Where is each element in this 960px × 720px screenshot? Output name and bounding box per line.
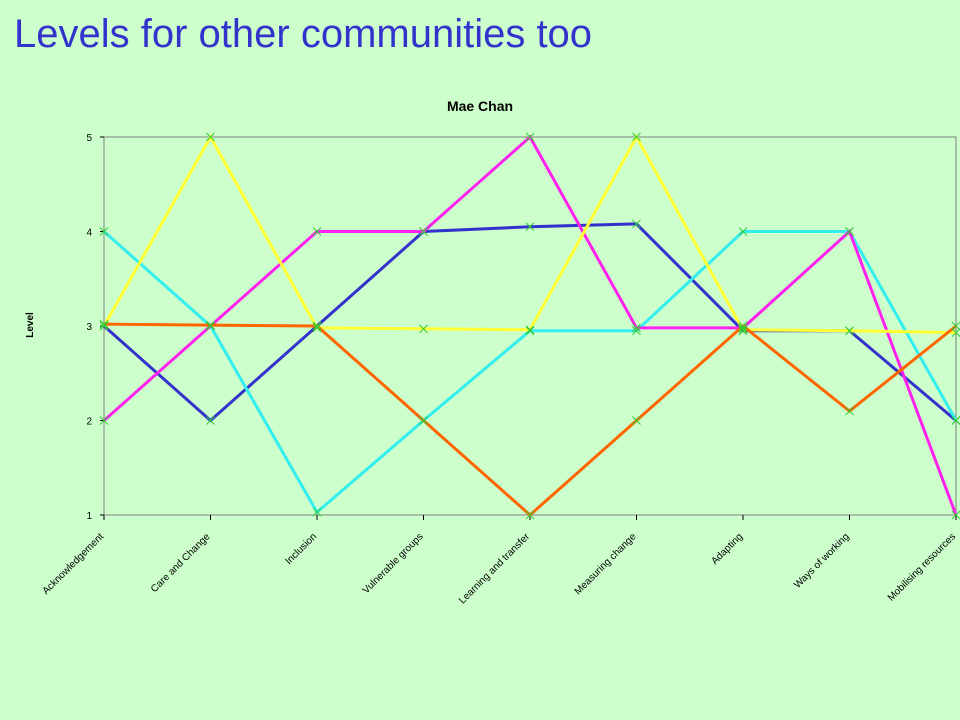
data-point-marker — [632, 219, 641, 229]
series-line-4 — [102, 133, 957, 335]
data-point-marker — [738, 325, 748, 335]
data-point-marker — [951, 416, 960, 425]
data-point-marker — [738, 227, 748, 236]
x-tick-label: Care and Change — [149, 531, 213, 595]
data-point-marker — [525, 326, 535, 336]
x-tick-label: Acknowledgement — [41, 531, 107, 597]
data-point-marker — [632, 132, 641, 142]
data-point-marker — [738, 323, 748, 333]
x-tick-label: Vulnerable groups — [361, 531, 426, 596]
data-point-marker — [419, 227, 428, 236]
data-point-marker — [419, 324, 428, 334]
x-tick-label: Mobilising resources — [886, 531, 958, 603]
data-point-marker — [738, 321, 748, 331]
chart-title: Mae Chan — [447, 98, 513, 114]
axes: 1 2 3 4 5 Acknowledgement Care and Change Inclu… — [41, 133, 959, 606]
series-line-1 — [103, 222, 957, 423]
series-line-2 — [103, 230, 958, 515]
series-layer — [102, 133, 958, 518]
data-point-marker — [206, 132, 215, 142]
data-point-marker — [951, 321, 960, 331]
y-tick-label: 3 — [86, 322, 92, 333]
data-point-marker — [99, 319, 109, 329]
y-tick-label: 1 — [86, 511, 92, 522]
data-point-marker — [419, 416, 428, 425]
data-point-marker — [525, 132, 535, 142]
data-point-marker — [632, 326, 641, 336]
data-point-marker — [951, 510, 960, 520]
data-point-marker — [632, 416, 641, 425]
marker-layer — [99, 132, 960, 520]
data-point-marker — [312, 507, 322, 517]
data-point-marker — [312, 227, 322, 236]
data-point-marker — [525, 510, 535, 520]
x-tick-label: Ways of working — [792, 531, 851, 590]
data-point-marker — [99, 227, 109, 236]
x-tick-label: Measuring change — [573, 531, 639, 597]
data-point-marker — [525, 222, 535, 232]
data-point-marker — [951, 328, 960, 337]
data-point-marker — [99, 416, 109, 425]
data-point-marker — [312, 321, 322, 331]
data-point-marker — [632, 323, 641, 333]
data-point-marker — [206, 416, 215, 425]
x-tick-label: Adapting — [709, 531, 745, 567]
slide-title: Levels for other communities too — [14, 12, 593, 56]
data-point-marker — [845, 326, 854, 336]
data-point-marker — [845, 406, 854, 416]
y-tick-label: 4 — [86, 228, 92, 239]
y-axis-title: Level — [25, 312, 36, 338]
x-tick-label: Learning and transfer — [457, 531, 532, 606]
data-point-marker — [312, 323, 322, 333]
data-point-marker — [525, 325, 535, 335]
y-tick-label: 5 — [86, 133, 92, 144]
series-line-5 — [103, 322, 957, 518]
y-tick-label: 2 — [86, 417, 92, 428]
data-point-marker — [206, 321, 215, 331]
data-point-marker — [845, 227, 854, 236]
data-point-marker — [99, 321, 109, 331]
data-point-marker — [206, 320, 215, 330]
x-tick-label: Inclusion — [283, 531, 319, 567]
